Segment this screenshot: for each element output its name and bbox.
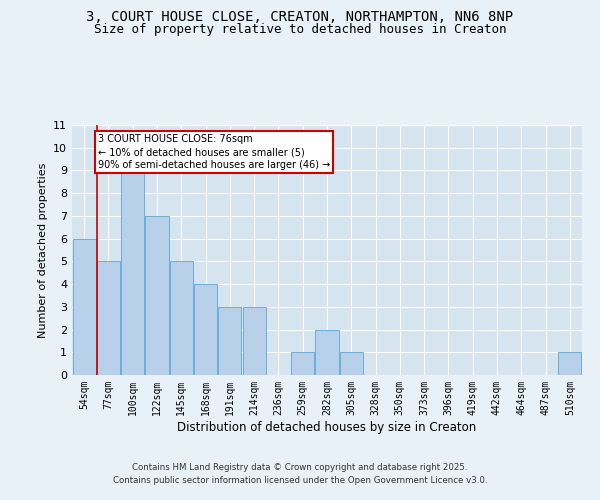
Bar [194, 284, 217, 375]
Bar [559, 352, 581, 375]
Bar [145, 216, 169, 375]
Bar [97, 262, 120, 375]
Bar [291, 352, 314, 375]
Y-axis label: Number of detached properties: Number of detached properties [38, 162, 47, 338]
X-axis label: Distribution of detached houses by size in Creaton: Distribution of detached houses by size … [178, 420, 476, 434]
Text: Contains public sector information licensed under the Open Government Licence v3: Contains public sector information licen… [113, 476, 487, 485]
Text: Size of property relative to detached houses in Creaton: Size of property relative to detached ho… [94, 22, 506, 36]
Bar [316, 330, 338, 375]
Bar [218, 307, 241, 375]
Bar [242, 307, 266, 375]
Text: 3 COURT HOUSE CLOSE: 76sqm
← 10% of detached houses are smaller (5)
90% of semi-: 3 COURT HOUSE CLOSE: 76sqm ← 10% of deta… [97, 134, 330, 170]
Bar [340, 352, 363, 375]
Bar [73, 238, 95, 375]
Bar [121, 170, 144, 375]
Bar [170, 262, 193, 375]
Text: Contains HM Land Registry data © Crown copyright and database right 2025.: Contains HM Land Registry data © Crown c… [132, 464, 468, 472]
Text: 3, COURT HOUSE CLOSE, CREATON, NORTHAMPTON, NN6 8NP: 3, COURT HOUSE CLOSE, CREATON, NORTHAMPT… [86, 10, 514, 24]
